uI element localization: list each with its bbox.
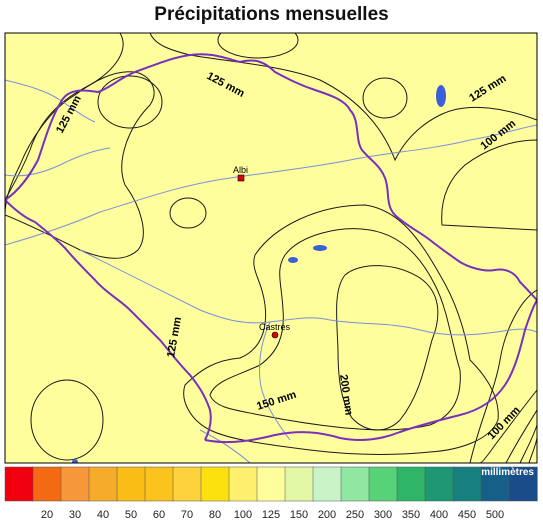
legend-tick-label: 450 — [458, 509, 476, 521]
legend-swatch — [200, 466, 230, 502]
legend-tick-label: 350 — [402, 509, 420, 521]
river-agout — [79, 249, 331, 324]
lake-ne — [436, 85, 446, 107]
legend-swatch — [32, 466, 62, 502]
legend-tick-label: 30 — [69, 509, 81, 521]
legend-swatch — [172, 466, 202, 502]
legend-tick-label: 40 — [97, 509, 109, 521]
zone-200-south — [209, 228, 461, 431]
zone-200-north-a — [97, 75, 163, 129]
zone-30-se — [528, 437, 537, 463]
legend-tick-label: 300 — [374, 509, 392, 521]
legend-swatch — [228, 466, 258, 502]
zone-150-west — [5, 71, 155, 259]
zone-150-sw — [30, 379, 104, 461]
legend-swatch — [508, 466, 538, 502]
zone-100-east — [441, 139, 537, 231]
legend-swatch — [284, 466, 314, 502]
zone-250-core — [336, 265, 439, 431]
map-title: Précipitations mensuelles — [154, 4, 389, 25]
legend-tick-label: 50 — [125, 509, 137, 521]
zone-150-nw — [5, 33, 124, 201]
legend-swatch — [396, 466, 426, 502]
river-thore — [259, 321, 291, 441]
legend-swatch — [480, 466, 510, 502]
legend-swatch — [116, 466, 146, 502]
zone-200-north-c — [217, 33, 299, 59]
legend-swatch — [88, 466, 118, 502]
legend-unit: millimètres — [481, 467, 534, 478]
legend-tick-label: 150 — [290, 509, 308, 521]
legend-swatch — [312, 466, 342, 502]
river-nw — [5, 147, 111, 177]
legend-labels: 20 30 40 50 60 70 80 100 125 150 200 250 300 350 400 45… — [41, 509, 504, 521]
city-marker-albi — [237, 174, 245, 182]
legend-tick-label: 250 — [346, 509, 364, 521]
zone-125 — [5, 33, 537, 463]
map-frame — [4, 32, 538, 464]
lake-c — [72, 459, 78, 463]
legend-swatch — [4, 466, 34, 502]
department-border — [5, 53, 537, 301]
river-tarn — [5, 124, 537, 246]
zone-60-se — [505, 409, 537, 463]
legend-swatch — [144, 466, 174, 502]
map-area — [5, 33, 537, 463]
legend-tick-label: 70 — [181, 509, 193, 521]
legend-swatch — [340, 466, 370, 502]
department-border-west — [5, 199, 212, 441]
river-north — [5, 79, 96, 123]
legend-swatch — [424, 466, 454, 502]
legend-swatch — [256, 466, 286, 502]
legend-tick-label: 125 — [262, 509, 280, 521]
lake-b — [288, 257, 298, 263]
zone-200-north-b — [362, 77, 408, 119]
city-marker-castres — [271, 331, 279, 339]
legend-swatch — [368, 466, 398, 502]
legend-swatch — [60, 466, 90, 502]
city-label-albi: Albi — [233, 165, 248, 175]
legend-swatches — [4, 466, 538, 502]
legend-tick-label: 400 — [430, 509, 448, 521]
zone-50-se — [519, 424, 537, 463]
legend-tick-label: 80 — [209, 509, 221, 521]
legend-tick-label: 200 — [318, 509, 336, 521]
legend-tick-label: 20 — [41, 509, 53, 521]
river-south — [199, 429, 251, 463]
contour-label: 200 mm — [337, 374, 355, 416]
zone-100-se — [469, 289, 537, 463]
legend-swatch — [452, 466, 482, 502]
lake-a — [313, 245, 327, 251]
legend-tick-label: 500 — [486, 509, 504, 521]
legend: 20 30 40 50 60 70 80 100 125 150 200 250 300 350 400 45… — [4, 466, 538, 521]
zone-150-south — [183, 204, 499, 455]
city-label-castres: Castres — [259, 322, 291, 332]
legend-tick-label: 100 — [234, 509, 252, 521]
legend-tick-label: 60 — [153, 509, 165, 521]
zone-150-pocket — [169, 197, 207, 229]
department-border-south — [204, 299, 537, 444]
